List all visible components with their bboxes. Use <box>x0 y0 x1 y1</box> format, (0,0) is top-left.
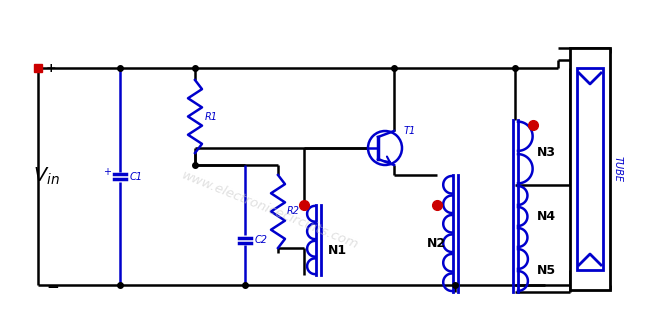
Text: N3: N3 <box>537 146 556 159</box>
Text: N5: N5 <box>537 263 556 276</box>
Text: −: − <box>46 279 58 294</box>
Bar <box>34 64 42 72</box>
Text: +: + <box>46 62 56 76</box>
Text: R2: R2 <box>287 206 300 217</box>
Bar <box>577 68 603 270</box>
Text: N4: N4 <box>537 210 556 223</box>
Text: R1: R1 <box>205 111 218 122</box>
Text: N1: N1 <box>328 244 347 257</box>
Text: www.electronicecircuits.com: www.electronicecircuits.com <box>179 168 360 252</box>
Text: C1: C1 <box>130 172 143 181</box>
Text: +: + <box>103 167 111 177</box>
Text: T1: T1 <box>404 126 416 136</box>
Text: TUBE: TUBE <box>613 156 623 182</box>
Bar <box>570 48 610 290</box>
Text: N2: N2 <box>427 237 446 250</box>
Text: C2: C2 <box>255 235 268 245</box>
Text: $V_{in}$: $V_{in}$ <box>33 166 60 187</box>
